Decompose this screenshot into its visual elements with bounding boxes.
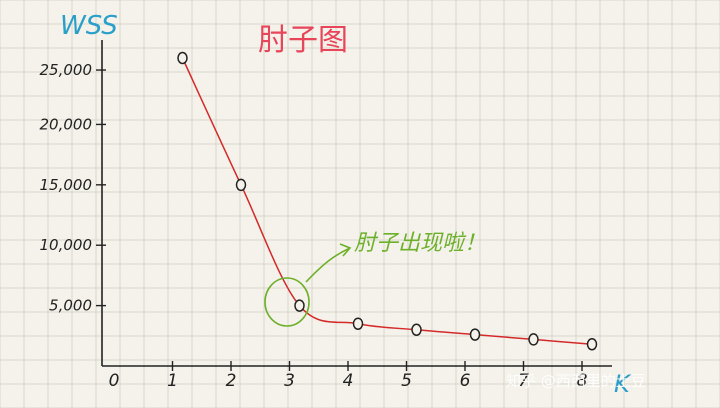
x-axis-label: K: [614, 370, 632, 398]
data-point: [411, 323, 422, 337]
data-point: [586, 338, 598, 351]
data-point: [469, 328, 481, 341]
data-point: [294, 299, 305, 312]
annotation-arrow: [305, 247, 351, 283]
series-line: [181, 57, 593, 346]
watermark: 知乎 @西西里的土豆: [506, 372, 646, 390]
x-tick-label: 5: [401, 371, 412, 391]
elbow-annotation: 肘子出现啦！: [264, 231, 486, 327]
x-tick-label: 6: [460, 371, 471, 391]
x-tick-label: 7: [518, 371, 529, 391]
x-ticks: 0 1 2 3 4 5 6 7 8: [109, 361, 588, 391]
data-point: [235, 178, 247, 192]
x-tick-label: 0: [109, 371, 120, 391]
y-tick-label: 20,000: [40, 115, 93, 133]
y-tick-label: 15,000: [40, 176, 93, 194]
chart-title: 肘子图: [258, 23, 348, 58]
y-axis-label: WSS: [60, 11, 118, 41]
x-tick-label: 4: [343, 371, 354, 391]
data-point: [352, 317, 364, 330]
elbow-circle: [264, 277, 310, 327]
annotation-text: 肘子出现啦！: [354, 231, 486, 256]
y-tick-label: 25,000: [40, 61, 93, 79]
x-tick-label: 2: [226, 371, 237, 391]
x-tick-label: 1: [167, 371, 178, 391]
y-tick-label: 5,000: [49, 297, 92, 315]
data-points: [177, 51, 598, 351]
data-point: [528, 333, 539, 346]
data-point: [177, 51, 188, 65]
y-tick-label: 10,000: [40, 236, 93, 254]
x-tick-label: 3: [284, 371, 295, 391]
axes: [101, 40, 612, 367]
y-ticks: 25,000 20,000 15,000 10,000 5,000: [40, 61, 106, 315]
x-tick-label: 8: [577, 371, 588, 391]
annotation-arrowhead: [339, 243, 352, 257]
